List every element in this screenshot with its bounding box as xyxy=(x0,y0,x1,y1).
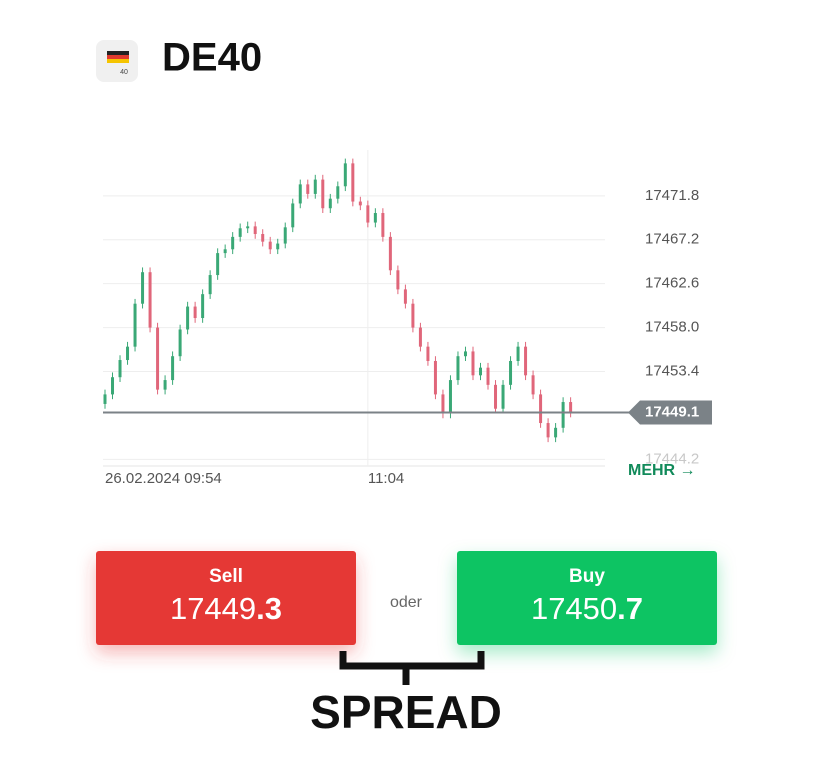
candle-body xyxy=(253,226,257,235)
chart: 17444.2 17453.4 17458.0 17462.6 17467.2 17471… xyxy=(103,150,712,487)
candle-body xyxy=(238,228,242,237)
candle-body xyxy=(298,184,302,204)
candle-body xyxy=(141,272,145,304)
candle-body xyxy=(501,384,505,409)
candle-body xyxy=(561,402,565,428)
y-tick-label: 17453.4 xyxy=(645,362,699,379)
candle-body xyxy=(291,203,295,228)
candle-body xyxy=(193,306,197,319)
candle-body xyxy=(118,360,122,378)
candle-body xyxy=(208,275,212,295)
candle-body xyxy=(554,427,558,438)
candle-body xyxy=(276,243,280,250)
candle-body xyxy=(186,306,190,330)
candle-body xyxy=(448,380,452,414)
buy-price: 17450.7 xyxy=(531,591,643,626)
candle-body xyxy=(171,356,175,381)
candle-body xyxy=(268,241,272,250)
candle-body xyxy=(351,163,355,202)
y-tick-label: 17458.0 xyxy=(645,319,699,336)
buy-label: Buy xyxy=(569,566,605,587)
candle-body xyxy=(201,294,205,319)
candle-body xyxy=(111,377,115,395)
candle-body xyxy=(433,360,437,395)
price-tag xyxy=(628,400,712,425)
instrument-title: DE40 xyxy=(162,36,262,80)
candle-body xyxy=(441,394,445,414)
candle-body xyxy=(486,367,490,385)
candle-body xyxy=(411,303,415,328)
candle-body xyxy=(373,213,377,223)
separator: oder xyxy=(390,594,423,611)
spread-bracket xyxy=(339,651,485,685)
candle-body xyxy=(479,367,482,376)
candle-body xyxy=(539,394,543,424)
candle-body xyxy=(231,236,235,250)
more-link[interactable]: MEHR → xyxy=(628,462,696,479)
candle-body xyxy=(156,327,160,390)
candle-body xyxy=(456,356,460,381)
price-decimal: .7 xyxy=(617,591,643,626)
candle-body xyxy=(366,205,370,223)
candle-body xyxy=(471,351,475,376)
candle-body xyxy=(313,179,317,194)
sell-button[interactable]: Sell 17449.3 xyxy=(96,551,356,645)
x-tick-label: 11:04 xyxy=(368,470,404,487)
candle-body xyxy=(133,303,137,347)
price-decimal: .3 xyxy=(256,591,282,626)
candle-body xyxy=(509,360,513,385)
candle-body xyxy=(569,402,573,413)
candle-body xyxy=(328,198,332,209)
candle-body xyxy=(343,163,347,187)
candle-body xyxy=(306,184,310,194)
candle-body xyxy=(463,351,467,357)
candle-body xyxy=(126,346,130,361)
candle-body xyxy=(178,329,182,357)
candle-body xyxy=(546,423,550,438)
candle-body xyxy=(524,346,528,376)
price-tag-label: 17449.1 xyxy=(645,404,699,421)
candle-body xyxy=(336,186,340,199)
candle-body xyxy=(426,346,430,361)
sell-price: 17449.3 xyxy=(170,591,282,626)
candle-body xyxy=(358,201,362,206)
sell-label: Sell xyxy=(209,566,243,587)
y-tick-label: 17471.8 xyxy=(645,187,699,204)
candle-body xyxy=(494,384,498,409)
candle-body xyxy=(283,227,287,244)
candle-body xyxy=(403,289,407,304)
candle-body xyxy=(261,234,265,242)
instrument-icon: 40 xyxy=(96,40,138,82)
icon-label: 40 xyxy=(120,69,128,76)
candle-body xyxy=(148,272,152,328)
candle-body xyxy=(321,179,325,209)
candle-body xyxy=(246,226,250,229)
candle-body xyxy=(516,346,520,361)
price-main: 17450 xyxy=(531,591,617,626)
y-tick-label: 17462.6 xyxy=(645,275,699,292)
x-tick-label: 26.02.2024 09:54 xyxy=(105,470,222,487)
candle-body xyxy=(216,253,220,276)
y-tick-label: 17467.2 xyxy=(645,231,699,248)
candle-body xyxy=(418,327,422,347)
candle-body xyxy=(396,270,400,290)
candle-body xyxy=(388,236,392,271)
candle-body xyxy=(163,380,167,390)
price-main: 17449 xyxy=(170,591,256,626)
candle-body xyxy=(381,213,385,237)
buy-button[interactable]: Buy 17450.7 xyxy=(457,551,717,645)
candle-body xyxy=(103,394,107,404)
candle-body xyxy=(531,375,535,395)
y-tick-label: 17444.2 xyxy=(645,450,699,467)
spread-annotation: SPREAD xyxy=(310,686,502,738)
candle-body xyxy=(223,249,227,254)
